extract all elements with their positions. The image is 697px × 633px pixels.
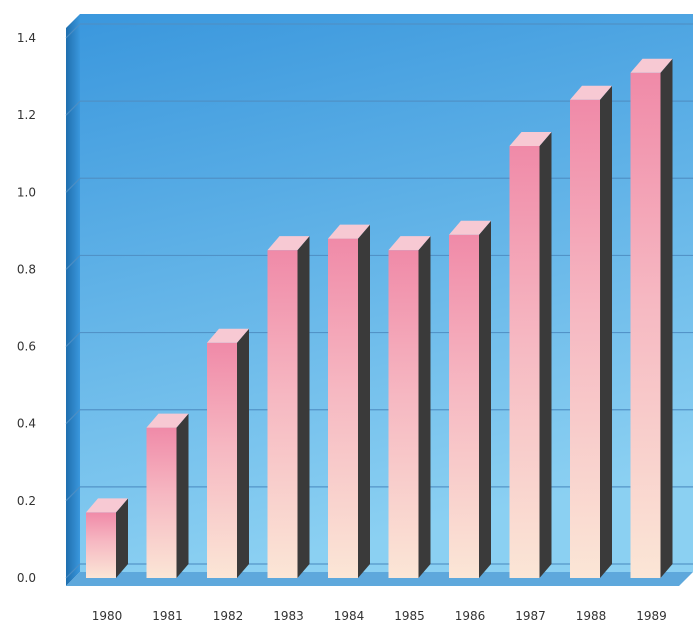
y-axis-ticks: 0.0 0.2 0.4 0.6 0.8 1.0 1.2 1.4 bbox=[17, 31, 36, 585]
bar-1986 bbox=[449, 220, 491, 578]
x-tick-label: 1980 bbox=[92, 609, 123, 623]
x-tick-label: 1983 bbox=[273, 609, 304, 623]
bar-1988 bbox=[570, 85, 612, 578]
y-tick-label: 0.4 bbox=[17, 417, 36, 431]
bar-1987 bbox=[509, 132, 552, 578]
x-tick-label: 1988 bbox=[576, 609, 607, 623]
x-tick-label: 1982 bbox=[213, 609, 244, 623]
gridline-wall bbox=[65, 177, 81, 193]
x-tick-label: 1987 bbox=[515, 609, 546, 623]
gridline-wall bbox=[65, 563, 81, 579]
gridline-wall bbox=[65, 255, 81, 270]
bar-1985 bbox=[388, 236, 431, 578]
bar-1989 bbox=[630, 58, 673, 578]
gridline-wall bbox=[65, 100, 81, 116]
x-tick-label: 1986 bbox=[455, 609, 486, 623]
x-tick-label: 1981 bbox=[152, 609, 183, 623]
bar-1981 bbox=[146, 413, 189, 578]
x-tick-label: 1989 bbox=[636, 609, 667, 623]
bar-1983 bbox=[267, 236, 310, 578]
y-tick-label: 0.6 bbox=[17, 340, 36, 354]
x-tick-label: 1984 bbox=[334, 609, 365, 623]
gridline-wall bbox=[65, 409, 81, 425]
y-tick-label: 0.2 bbox=[17, 494, 36, 508]
bar-1982 bbox=[207, 328, 249, 578]
y-tick-label: 0.0 bbox=[17, 571, 36, 585]
y-tick-label: 0.8 bbox=[17, 262, 36, 276]
gridline-wall bbox=[65, 486, 81, 502]
gridline-wall bbox=[65, 23, 81, 39]
y-tick-label: 1.0 bbox=[17, 185, 36, 199]
x-axis-ticks: 1980 1981 1982 1983 1984 1985 1986 1987 1988 1989 bbox=[92, 609, 667, 623]
gridline-wall bbox=[65, 332, 81, 347]
y-tick-label: 1.4 bbox=[17, 31, 36, 45]
x-tick-label: 1985 bbox=[394, 609, 425, 623]
bars bbox=[86, 58, 673, 579]
bar-1984 bbox=[328, 224, 370, 579]
y-tick-label: 1.2 bbox=[17, 108, 36, 122]
plot-left-wall bbox=[66, 14, 80, 586]
bar-1980 bbox=[86, 498, 128, 578]
